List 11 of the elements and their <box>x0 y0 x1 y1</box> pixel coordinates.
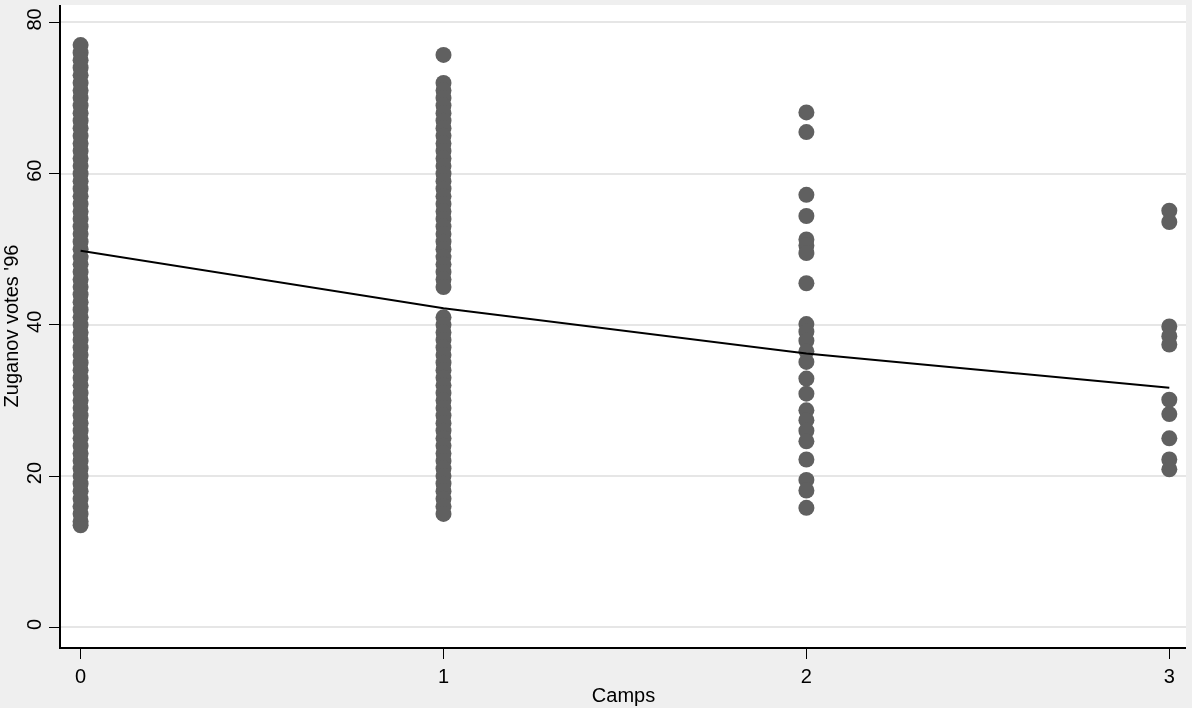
x-axis-title: Camps <box>591 683 656 706</box>
y-tick-label: 80 <box>23 8 46 31</box>
y-tick-label: 60 <box>23 159 46 182</box>
y-tick-label: 0 <box>23 618 46 630</box>
x-tick-label: 3 <box>1163 664 1175 687</box>
y-tick-label: 40 <box>23 310 46 333</box>
y-axis-title: Zuganov votes '96 <box>0 244 22 408</box>
x-tick-label: 2 <box>800 664 812 687</box>
x-tick-label: 1 <box>437 664 450 687</box>
y-tick-label: 20 <box>23 461 46 485</box>
x-tick-label: 0 <box>75 664 87 687</box>
